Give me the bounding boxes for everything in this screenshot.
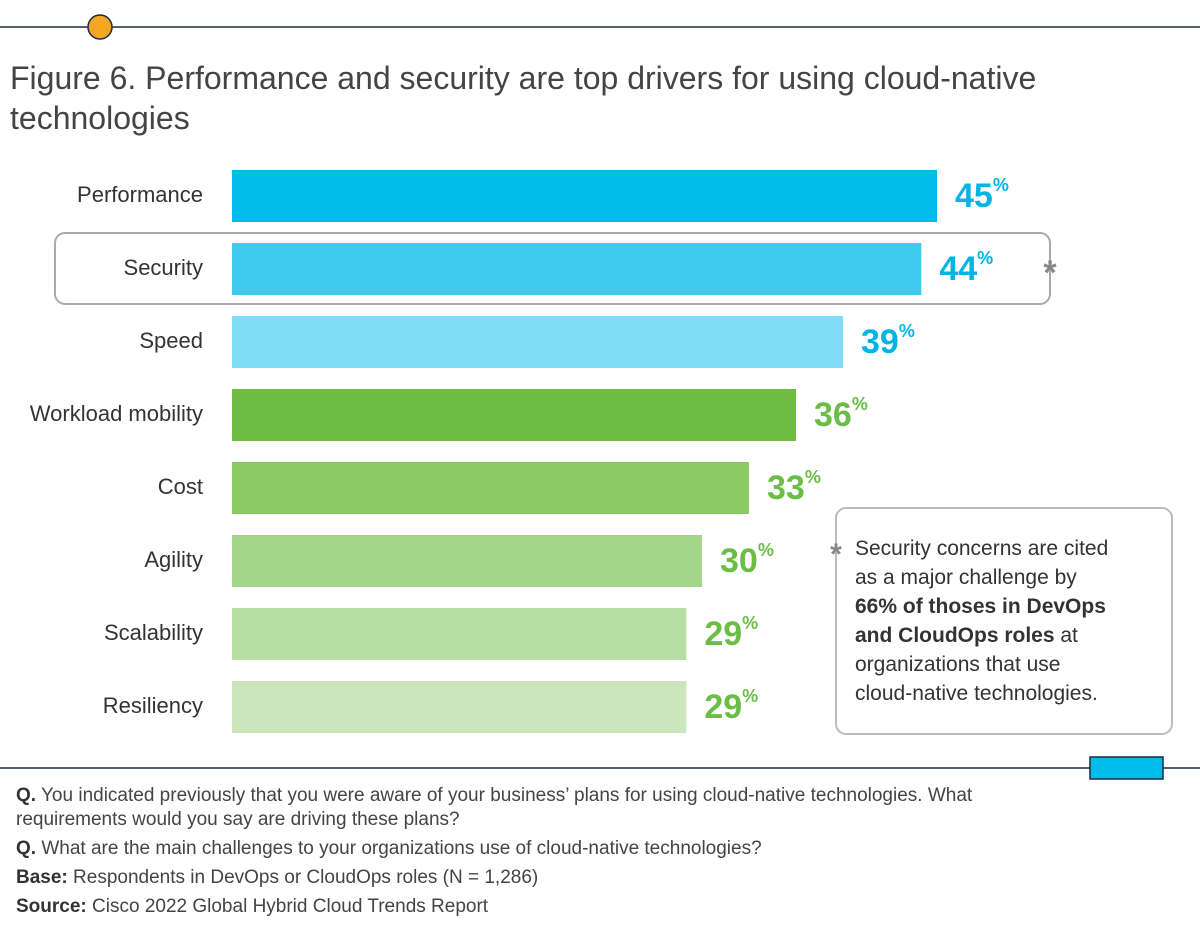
note-segment: cloud-native technologies. xyxy=(855,682,1098,705)
note-marker: * xyxy=(830,538,842,571)
bar xyxy=(232,316,843,368)
footnote-text: What are the main challenges to your org… xyxy=(41,838,762,859)
category-label: Speed xyxy=(139,328,203,353)
note-line: and CloudOps roles at xyxy=(855,624,1078,647)
footnote: Source: Cisco 2022 Global Hybrid Cloud T… xyxy=(16,895,996,919)
bar xyxy=(232,170,937,222)
note-segment: organizations that use xyxy=(855,653,1060,676)
value-label: 30% xyxy=(720,540,774,580)
value-label: 33% xyxy=(767,467,821,507)
highlight-marker: * xyxy=(1043,254,1057,292)
note-segment: 66% of thoses in DevOps xyxy=(855,595,1106,618)
footnote-label: Q. xyxy=(16,785,37,806)
value-label: 29% xyxy=(704,613,758,653)
note-line: organizations that use xyxy=(855,653,1060,676)
footnote-text: You indicated previously that you were a… xyxy=(16,785,973,830)
bar xyxy=(232,681,687,733)
footnote: Q. What are the main challenges to your … xyxy=(16,837,996,861)
note-box xyxy=(835,507,1173,735)
bar xyxy=(232,389,796,441)
note-line: cloud-native technologies. xyxy=(855,682,1098,705)
bar xyxy=(232,462,749,514)
footnote-text: Cisco 2022 Global Hybrid Cloud Trends Re… xyxy=(92,896,489,917)
value-label: 39% xyxy=(861,321,915,361)
note-line: 66% of thoses in DevOps xyxy=(855,595,1106,618)
note-segment: as a major challenge by xyxy=(855,566,1077,589)
category-label: Resiliency xyxy=(103,693,203,718)
value-label: 29% xyxy=(704,686,758,726)
note-line: as a major challenge by xyxy=(855,566,1077,589)
category-label: Cost xyxy=(158,474,203,499)
footnote-label: Base: xyxy=(16,867,68,888)
footnote-text: Respondents in DevOps or CloudOps roles … xyxy=(73,867,539,888)
footnotes: Q. You indicated previously that you wer… xyxy=(16,784,996,924)
highlight-box xyxy=(54,232,1051,305)
bar xyxy=(232,535,702,587)
value-label: 45% xyxy=(955,175,1009,215)
category-label: Workload mobility xyxy=(30,401,203,426)
category-label: Performance xyxy=(77,182,203,207)
footnote-label: Source: xyxy=(16,896,87,917)
category-label: Scalability xyxy=(104,620,203,645)
chart-title: Figure 6. Performance and security are t… xyxy=(10,60,1037,136)
footnote-label: Q. xyxy=(16,838,37,859)
note-segment: at xyxy=(1055,624,1079,647)
footnote: Base: Respondents in DevOps or CloudOps … xyxy=(16,866,996,890)
bar xyxy=(232,243,922,295)
category-label: Agility xyxy=(144,547,203,572)
value-label: 44% xyxy=(939,248,993,288)
note-line: Security concerns are cited xyxy=(855,537,1108,560)
bottom-block xyxy=(1089,756,1164,780)
category-label: Security xyxy=(124,255,203,280)
top-dot xyxy=(87,14,113,40)
bar xyxy=(232,608,687,660)
footnote: Q. You indicated previously that you wer… xyxy=(16,784,996,832)
value-label: 36% xyxy=(814,394,868,434)
note-segment: Security concerns are cited xyxy=(855,537,1108,560)
note-segment: and CloudOps roles xyxy=(855,624,1055,647)
